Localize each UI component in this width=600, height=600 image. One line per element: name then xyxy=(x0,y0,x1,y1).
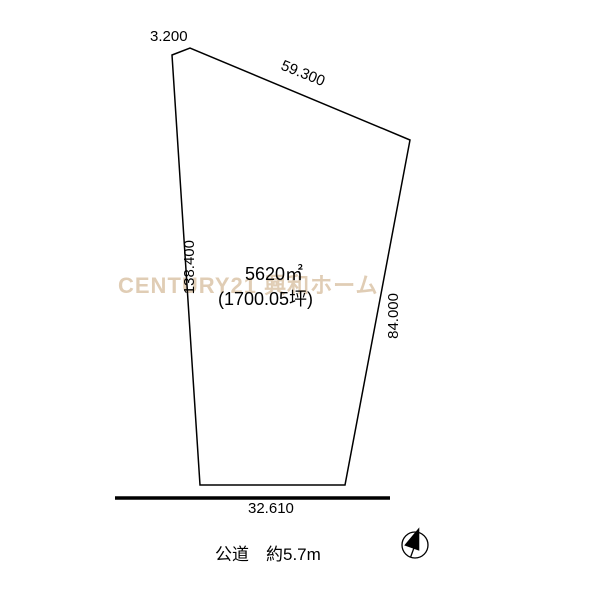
dim-right: 84.000 xyxy=(385,293,402,339)
area-sqm: 5620㎡ xyxy=(245,260,303,286)
area-tsubo: (1700.05坪) xyxy=(218,285,313,311)
dim-left: 138.400 xyxy=(181,240,198,294)
dim-top-small: 3.200 xyxy=(150,28,188,45)
compass-icon xyxy=(402,525,428,558)
road-label: 公道 約5.7m xyxy=(215,540,321,565)
survey-canvas: CENTURY21 興和ホーム 3.200 59.300 84.000 138.… xyxy=(0,0,600,600)
dim-bottom: 32.610 xyxy=(248,500,294,517)
